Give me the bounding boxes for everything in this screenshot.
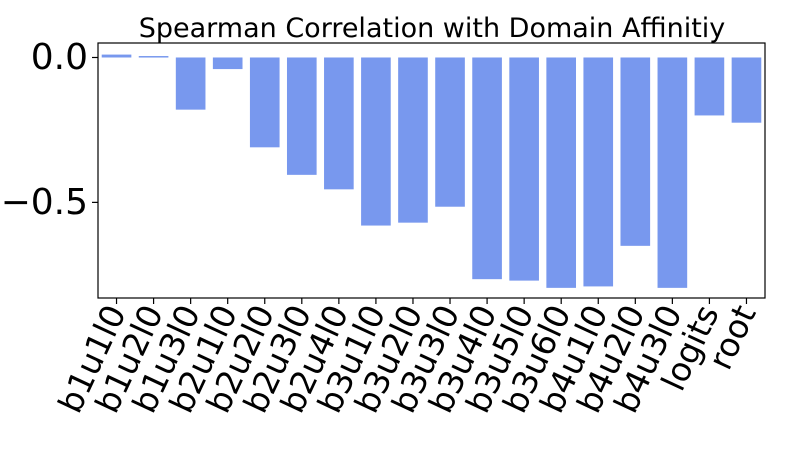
bar-b1u2l0 <box>138 56 169 58</box>
bar-b2u3l0 <box>286 57 317 175</box>
plot-frame <box>97 42 766 299</box>
bar-b4u1l0 <box>583 57 614 287</box>
y-tick-label: 0.0 <box>31 37 88 78</box>
bar-b3u6l0 <box>546 57 577 288</box>
bar-b4u3l0 <box>657 57 688 288</box>
bar-b3u2l0 <box>398 57 428 223</box>
bar-b3u4l0 <box>472 57 502 280</box>
bar-b2u4l0 <box>324 57 354 190</box>
bar-b2u1l0 <box>212 57 243 70</box>
bar-b4u2l0 <box>620 57 651 246</box>
bar-b3u5l0 <box>509 57 539 281</box>
bar-b3u1l0 <box>361 57 391 226</box>
bar-root <box>731 57 762 123</box>
bar-b1u3l0 <box>175 57 206 110</box>
x-axis: b1u1l0b1u2l0b1u3l0b2u1l0b2u2l0b2u3l0b2u4… <box>50 298 764 419</box>
y-axis: 0.0 −0.5 <box>1 37 98 223</box>
bars-group <box>101 54 762 288</box>
bar-b1u1l0 <box>101 54 132 58</box>
chart-title: Spearman Correlation with Domain Affinit… <box>139 13 726 44</box>
y-tick-label: −0.5 <box>1 182 88 223</box>
bar-b2u2l0 <box>249 57 280 148</box>
bar-b3u3l0 <box>435 57 465 207</box>
bar-logits <box>694 57 725 116</box>
